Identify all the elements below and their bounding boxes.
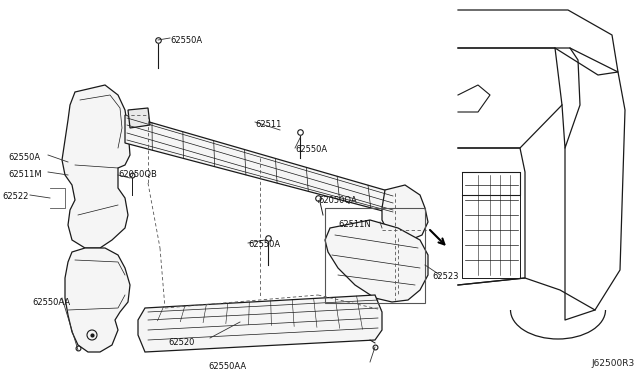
Text: 62050QB: 62050QB [118,170,157,179]
Polygon shape [382,185,428,240]
Text: 62550A: 62550A [8,153,40,162]
Bar [325,208,425,303]
Text: 62511: 62511 [255,120,282,129]
Text: 62511N: 62511N [338,220,371,229]
Text: 62522: 62522 [2,192,28,201]
Text: 62050QA: 62050QA [318,196,356,205]
Text: J62500R3: J62500R3 [592,359,635,368]
Polygon shape [125,115,398,215]
Text: 62550A: 62550A [170,36,202,45]
Text: 62511M: 62511M [8,170,42,179]
Text: 62550AA: 62550AA [208,362,246,371]
Polygon shape [325,220,428,302]
Polygon shape [128,108,150,128]
Text: 62550A: 62550A [295,145,327,154]
Text: 62520: 62520 [168,338,195,347]
Polygon shape [138,295,382,352]
Polygon shape [65,248,130,352]
Text: 62550A: 62550A [248,240,280,249]
Text: 62523: 62523 [432,272,458,281]
Text: 62550AA: 62550AA [32,298,70,307]
Polygon shape [62,85,130,248]
